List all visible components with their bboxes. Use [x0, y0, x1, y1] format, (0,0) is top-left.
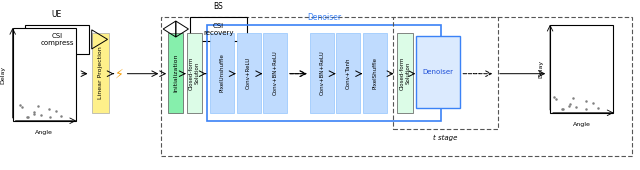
FancyBboxPatch shape [363, 33, 387, 113]
FancyBboxPatch shape [210, 33, 234, 113]
Text: CSI
compress: CSI compress [40, 33, 74, 46]
FancyBboxPatch shape [168, 33, 184, 113]
FancyBboxPatch shape [92, 33, 109, 113]
Text: ...: ... [472, 66, 481, 76]
Text: Delay: Delay [538, 60, 543, 78]
Text: PixelShuffle: PixelShuffle [372, 57, 378, 89]
Text: Linear Projection: Linear Projection [98, 47, 103, 99]
FancyBboxPatch shape [337, 33, 360, 113]
Text: Angle: Angle [35, 130, 53, 135]
Text: CSI
recovery: CSI recovery [203, 22, 234, 36]
FancyBboxPatch shape [26, 25, 88, 54]
Text: Denoiser: Denoiser [307, 13, 342, 22]
Text: Conv+Tanh: Conv+Tanh [346, 57, 351, 89]
Text: Angle: Angle [573, 122, 591, 127]
Text: Denoiser: Denoiser [422, 69, 454, 75]
Text: Conv+ReLU: Conv+ReLU [246, 57, 251, 89]
FancyBboxPatch shape [237, 33, 260, 113]
Text: Closed-form
Solution: Closed-form Solution [399, 56, 410, 90]
Text: t stage: t stage [433, 135, 458, 141]
FancyBboxPatch shape [13, 28, 76, 121]
Text: Conv+BN+ReLU: Conv+BN+ReLU [319, 50, 324, 95]
FancyBboxPatch shape [263, 33, 287, 113]
FancyBboxPatch shape [189, 17, 246, 41]
FancyBboxPatch shape [416, 36, 460, 108]
FancyBboxPatch shape [310, 33, 334, 113]
Text: ⚡: ⚡ [115, 67, 124, 80]
FancyBboxPatch shape [397, 33, 413, 113]
Text: Initialization: Initialization [173, 54, 178, 92]
FancyBboxPatch shape [550, 25, 613, 113]
FancyBboxPatch shape [186, 33, 202, 113]
Text: Closed-form
Solution: Closed-form Solution [189, 56, 200, 90]
Text: BS: BS [213, 2, 223, 11]
Text: UE: UE [52, 10, 62, 19]
Text: Conv+BN+ReLU: Conv+BN+ReLU [273, 50, 278, 95]
Text: Delay: Delay [1, 65, 6, 83]
Text: PixelUnshuffle: PixelUnshuffle [220, 53, 225, 92]
